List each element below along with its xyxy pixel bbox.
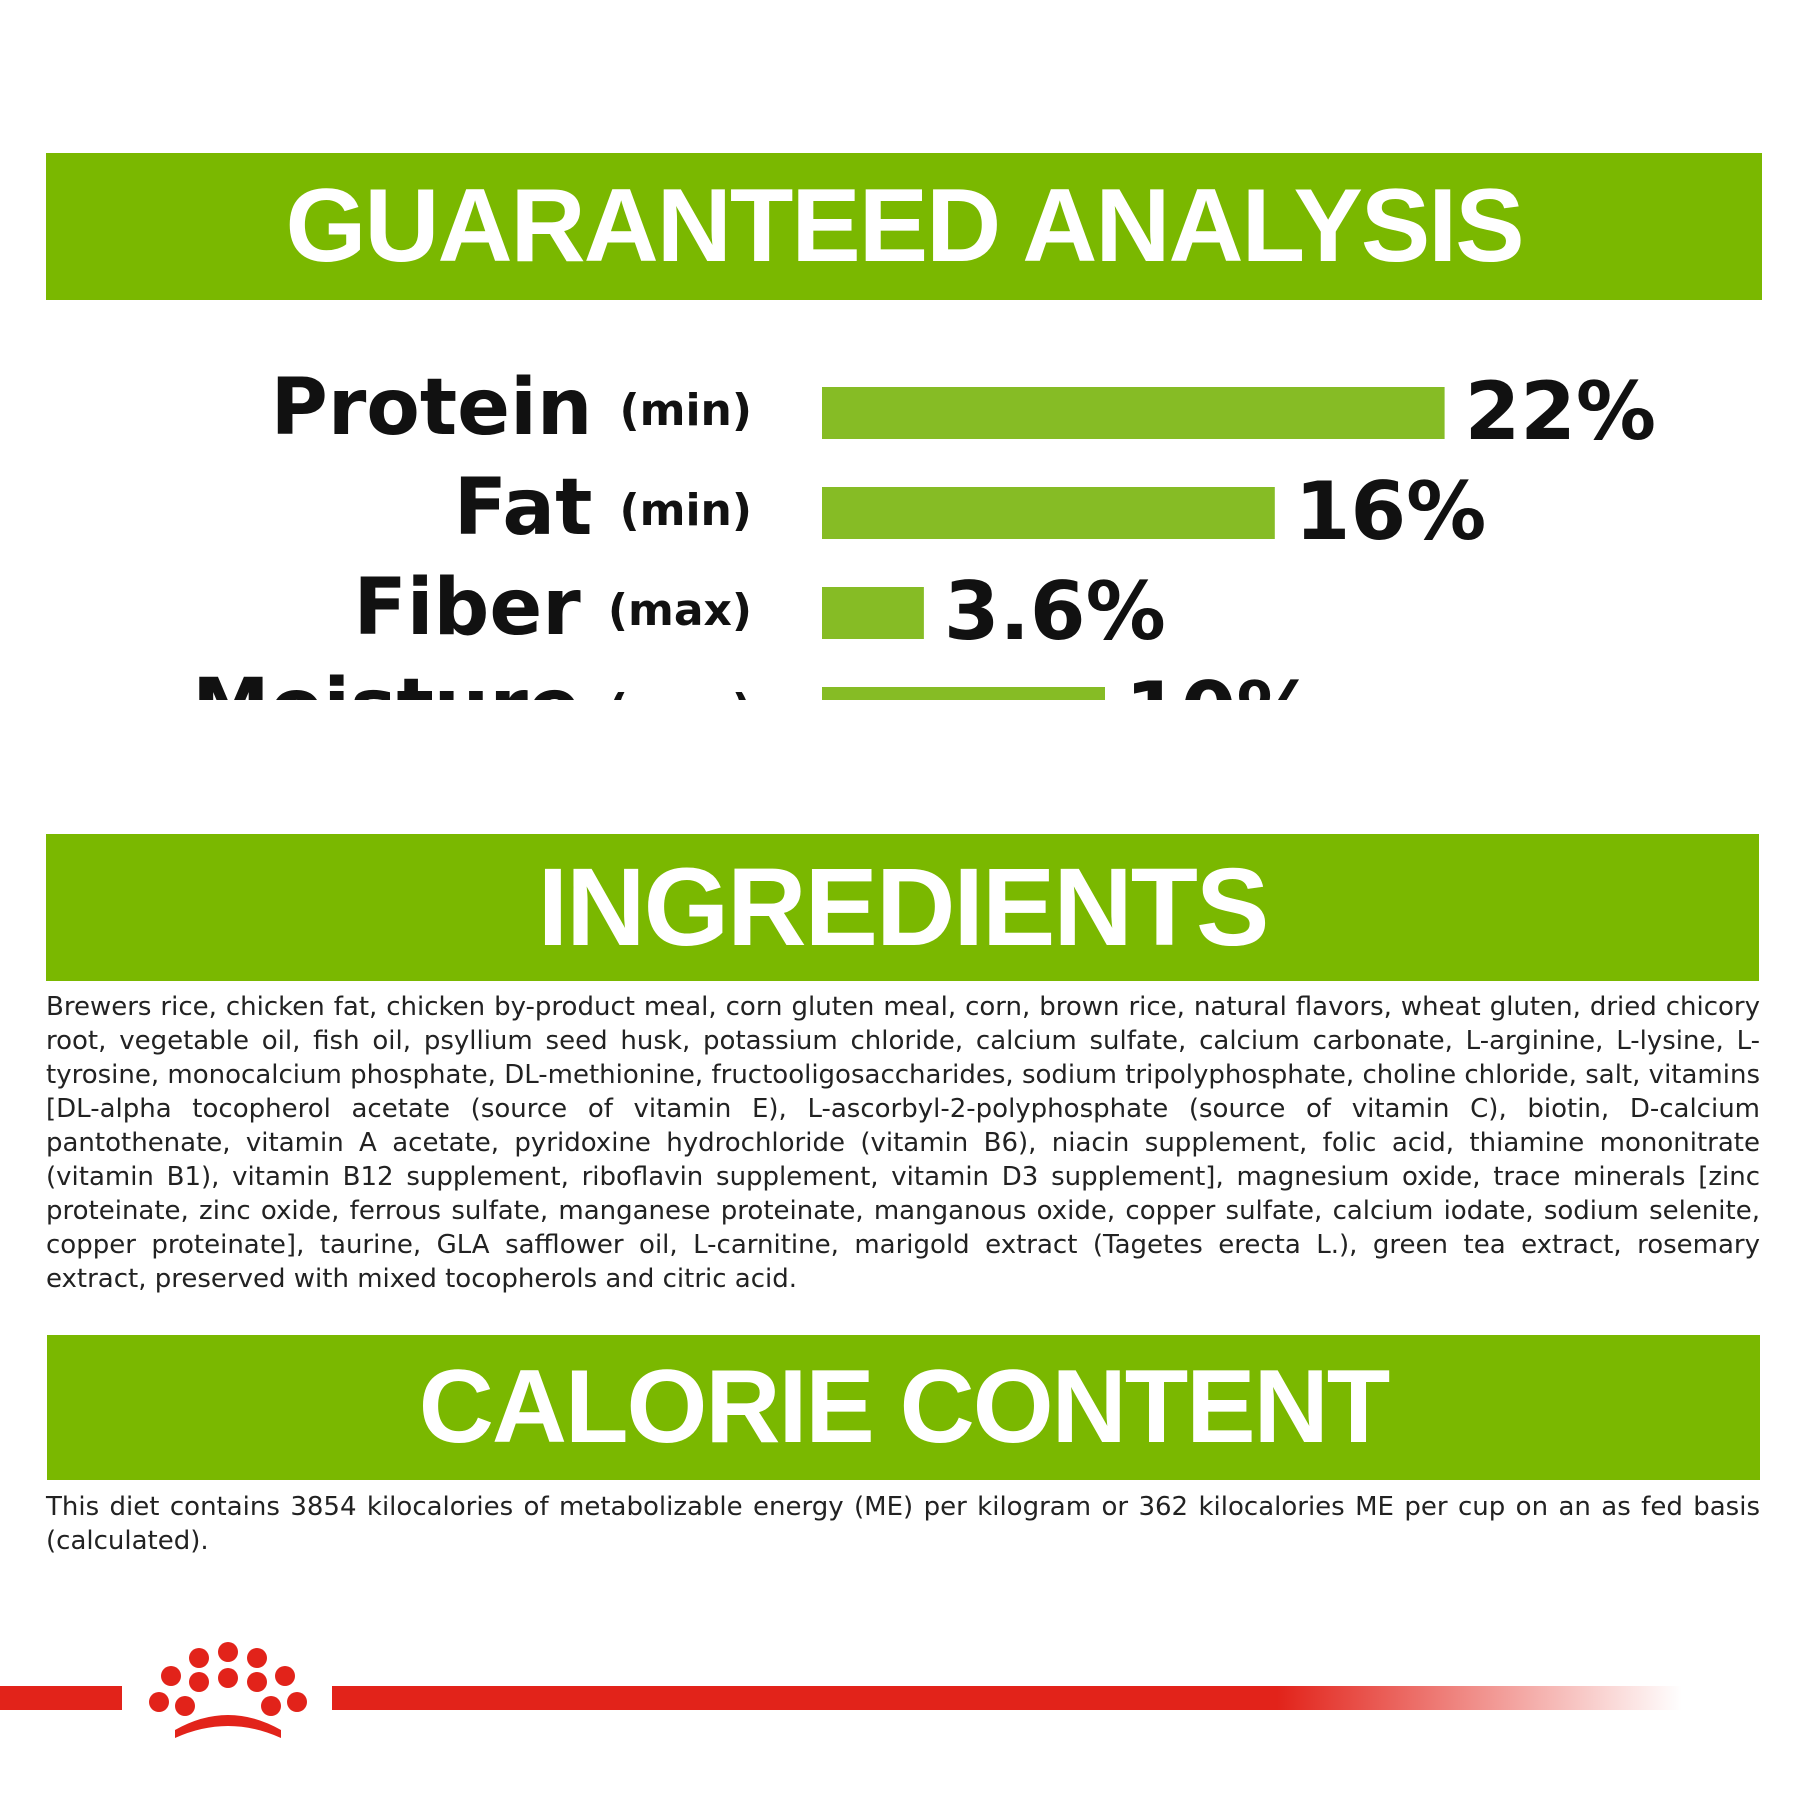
category-name: Moisture <box>192 663 581 700</box>
red-line <box>332 1686 1682 1710</box>
category-label: Fiber (max) <box>353 563 752 653</box>
category-qualifier: (max) <box>608 685 752 700</box>
calorie-title: CALORIE CONTENT <box>47 1335 1760 1480</box>
bar <box>822 387 1445 439</box>
analysis-title: GUARANTEED ANALYSIS <box>46 153 1762 300</box>
value-label: 16% <box>1295 465 1486 558</box>
bar <box>822 587 924 639</box>
bar <box>822 487 1275 539</box>
category-name: Protein <box>271 363 593 453</box>
value-label: 22% <box>1465 365 1656 458</box>
ingredients-text: Brewers rice, chicken fat, chicken by-pr… <box>46 992 1760 1294</box>
value-label: 3.6% <box>944 565 1166 658</box>
category-qualifier: (min) <box>620 485 752 536</box>
crown-logo <box>149 1642 307 1738</box>
category-name: Fiber <box>353 563 581 653</box>
calorie-text: This diet contains 3854 kilocalories of … <box>46 1492 1760 1556</box>
analysis-chart: Protein (min) 22% Fat (min) 16% Fiber (max) 3… <box>192 363 1656 700</box>
category-label: Fat (min) <box>454 463 752 553</box>
category-qualifier: (max) <box>608 585 752 636</box>
ingredients-title: INGREDIENTS <box>46 834 1759 981</box>
category-label: Moisture (max) <box>192 663 752 700</box>
red-line <box>0 1686 122 1710</box>
value-label: 10% <box>1125 665 1316 700</box>
bar <box>822 687 1105 700</box>
brand-footer <box>0 1642 1682 1738</box>
category-name: Fat <box>454 463 593 553</box>
category-label: Protein (min) <box>271 363 752 453</box>
category-qualifier: (min) <box>620 385 752 436</box>
